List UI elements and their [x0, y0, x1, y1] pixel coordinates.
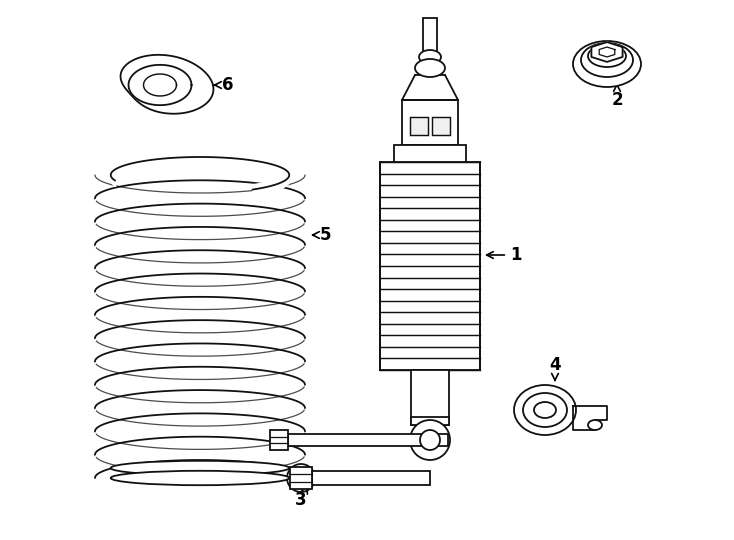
Bar	[411, 417, 449, 425]
Polygon shape	[144, 74, 176, 96]
Ellipse shape	[588, 45, 626, 67]
Text: 4: 4	[549, 356, 561, 380]
Ellipse shape	[419, 50, 441, 64]
Ellipse shape	[420, 430, 440, 450]
Bar	[402, 100, 458, 145]
Text: 5: 5	[313, 226, 332, 244]
Bar	[380, 162, 480, 370]
Ellipse shape	[588, 420, 602, 430]
Bar	[394, 145, 466, 162]
Ellipse shape	[573, 41, 641, 87]
Ellipse shape	[581, 43, 633, 77]
Polygon shape	[128, 65, 192, 105]
Bar	[410, 117, 428, 135]
Text: 6: 6	[214, 76, 233, 94]
Polygon shape	[592, 42, 622, 62]
Ellipse shape	[523, 393, 567, 427]
Ellipse shape	[111, 471, 289, 485]
Text: 1: 1	[487, 246, 521, 264]
Ellipse shape	[514, 385, 576, 435]
Bar	[432, 117, 450, 135]
Ellipse shape	[410, 420, 450, 460]
Polygon shape	[402, 75, 458, 100]
Polygon shape	[120, 55, 214, 114]
Text: 3: 3	[295, 485, 308, 509]
Bar	[411, 370, 449, 425]
Bar	[288, 434, 448, 446]
Ellipse shape	[415, 59, 445, 77]
Bar	[270, 430, 288, 450]
Ellipse shape	[111, 461, 289, 475]
Text: 2: 2	[611, 84, 623, 109]
Ellipse shape	[534, 402, 556, 418]
Bar	[290, 467, 312, 489]
Polygon shape	[573, 406, 607, 430]
Bar	[312, 471, 430, 485]
Bar	[423, 18, 437, 52]
